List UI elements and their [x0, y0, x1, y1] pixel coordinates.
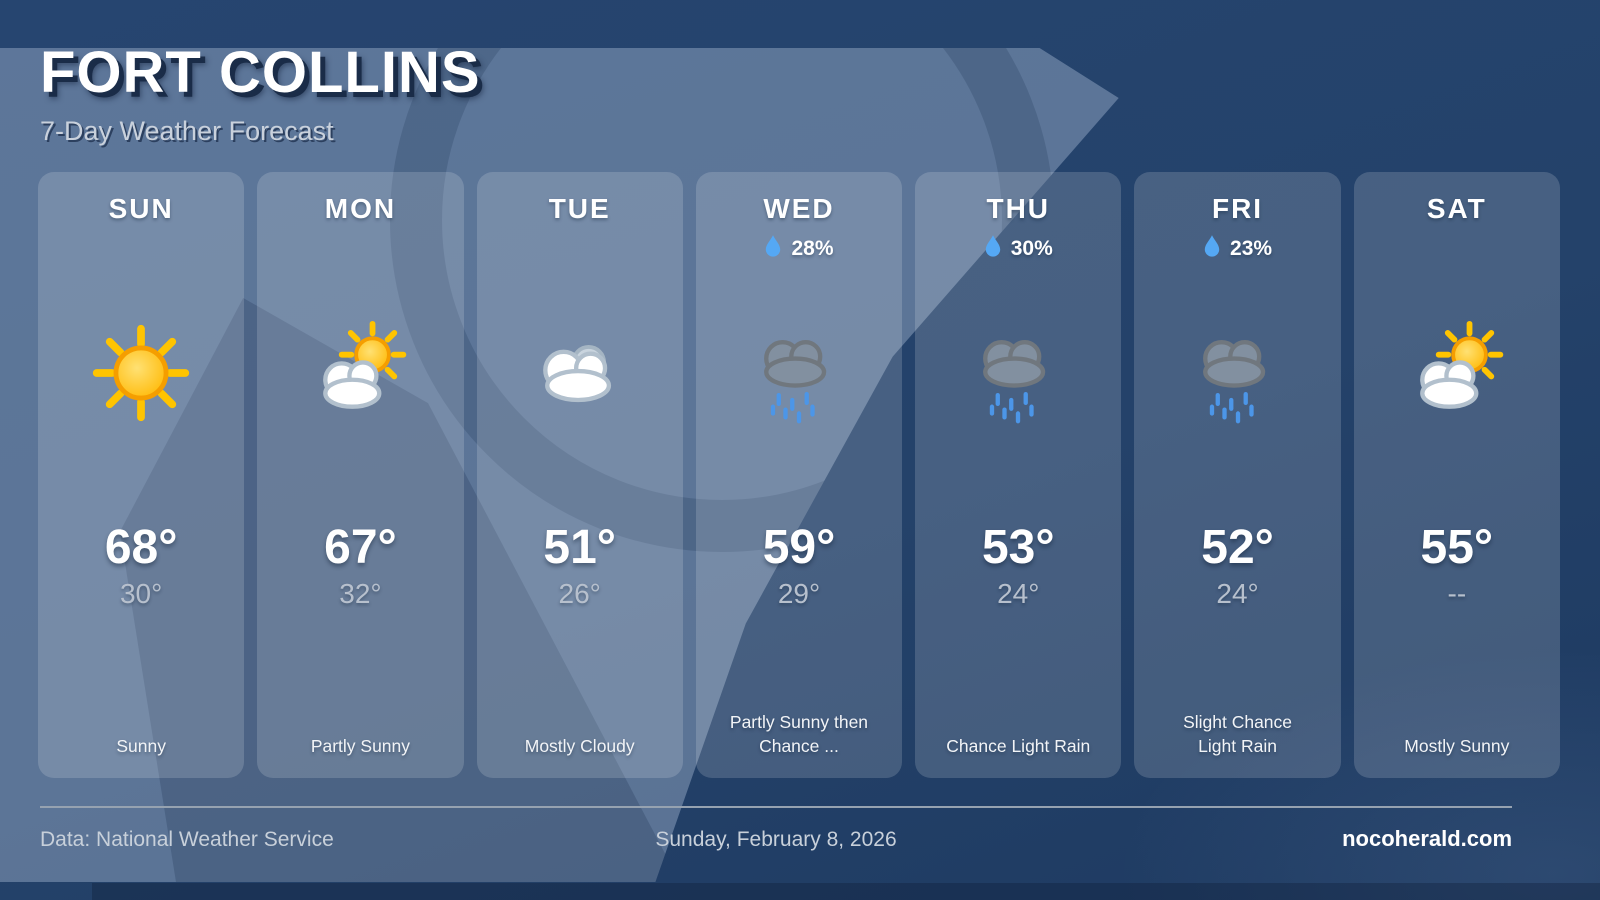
day-label: SAT [1426, 193, 1487, 224]
rain-cloud-icon [764, 339, 827, 424]
raindrop-icon-slot [984, 234, 1002, 264]
conditions-text: Chance Light Rain [946, 736, 1091, 756]
low-temp: 26° [558, 578, 601, 609]
day-label: WED [763, 193, 835, 224]
weather-icon [86, 318, 196, 428]
low-temp: 32° [339, 578, 382, 609]
high-temp: 67° [324, 521, 397, 574]
footer-divider [40, 806, 1512, 808]
sun-behind-cloud-icon [1419, 320, 1504, 409]
forecast-card-sun: SUN 68° 30° Sunny [38, 172, 245, 778]
forecast-card-sat: SAT 55° [1353, 172, 1560, 778]
conditions-text: Partly Sunny [310, 736, 411, 756]
site-name: nocoherald.com [1342, 826, 1513, 851]
precip-value: 28% [791, 237, 834, 260]
low-temp: 29° [777, 578, 821, 609]
background-bottom-band [92, 883, 1600, 900]
precip-value: 30% [1010, 237, 1053, 260]
low-temp: -- [1447, 578, 1467, 609]
forecast-cards: SUN 68° 30° Sunny [38, 172, 1560, 778]
day-label: THU [986, 193, 1051, 224]
page-title: FORT COLLINS [40, 40, 481, 105]
rain-cloud-icon [983, 339, 1046, 424]
weather-icon [525, 318, 635, 428]
footer-row: Data: National Weather Service Sunday, F… [40, 826, 1512, 852]
data-source: Data: National Weather Service [40, 828, 334, 851]
footer: Data: National Weather Service Sunday, F… [40, 806, 1512, 852]
raindrop-icon [1204, 235, 1220, 257]
precip-chance: 23% [1203, 234, 1272, 264]
high-temp: 55° [1420, 521, 1494, 574]
day-label: MON [324, 193, 397, 224]
current-date: Sunday, February 8, 2026 [655, 828, 897, 851]
weather-icon [305, 318, 415, 428]
day-label: FRI [1211, 193, 1264, 224]
precip-chance: 28% [764, 234, 834, 264]
precip-value: 23% [1230, 237, 1273, 260]
weather-icon [1402, 318, 1512, 428]
weather-icon [1183, 318, 1293, 428]
day-label: SUN [108, 193, 174, 224]
high-temp: 52° [1201, 521, 1274, 574]
raindrop-icon-slot [1203, 234, 1221, 264]
conditions-text: Mostly Sunny [1404, 736, 1510, 756]
conditions-text: Sunny [116, 736, 166, 756]
conditions-text: Slight Chance Light Rain [1183, 712, 1293, 756]
header: FORT COLLINS 7-Day Weather Forecast [40, 42, 481, 147]
high-temp: 53° [981, 521, 1055, 574]
forecast-card-fri: FRI 23% 52° 24° Slight Chance Light [1134, 172, 1341, 778]
conditions-text: Mostly Cloudy [524, 736, 635, 756]
high-temp: 59° [762, 521, 836, 574]
raindrop-icon [985, 235, 1000, 257]
weather-icon [744, 318, 854, 428]
forecast-card-thu: THU 30% 53° 24° Chance Light Rain [915, 172, 1122, 778]
cloud-icon [542, 345, 611, 403]
precip-chance: 30% [984, 234, 1053, 264]
high-temp: 51° [543, 521, 616, 574]
forecast-card-wed: WED 28% 59° 29° Partly Sunny then C [695, 172, 903, 778]
low-temp: 24° [997, 578, 1040, 609]
sun-behind-cloud-icon [323, 320, 407, 409]
page-subtitle: 7-Day Weather Forecast [40, 116, 334, 146]
low-temp: 30° [119, 578, 163, 609]
forecast-card-tue: TUE 51° 26° Mostly Cloudy [476, 172, 683, 778]
low-temp: 24° [1216, 578, 1259, 609]
forecast-card-mon: MON 67° [257, 172, 464, 778]
weather-icon [963, 318, 1073, 428]
rain-cloud-icon [1202, 339, 1265, 424]
day-label: TUE [548, 193, 611, 224]
sun-icon [92, 324, 190, 422]
raindrop-icon-slot [764, 234, 782, 264]
high-temp: 68° [104, 521, 178, 574]
conditions-text: Partly Sunny then Chance ... [729, 712, 869, 756]
raindrop-icon [766, 235, 781, 257]
